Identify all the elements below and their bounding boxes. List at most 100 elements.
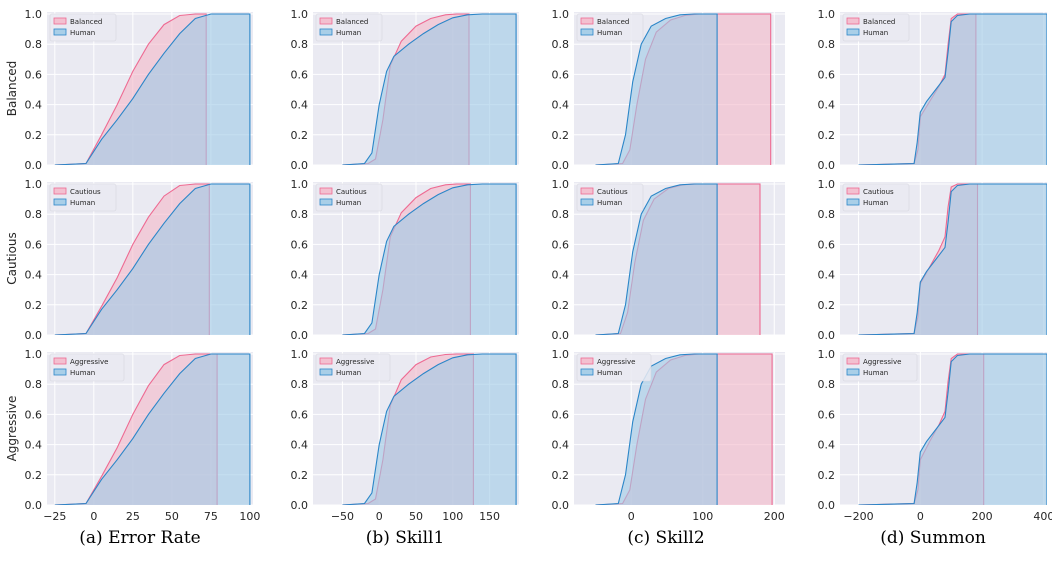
series-line-human bbox=[595, 13, 718, 165]
ytick-label: 0.0 bbox=[291, 329, 309, 342]
ytick-label: 0.0 bbox=[552, 499, 570, 512]
legend-swatch-balanced bbox=[53, 17, 67, 25]
legend-swatch-human bbox=[846, 28, 860, 36]
ytick-label: 1.0 bbox=[818, 8, 836, 21]
series-area-human bbox=[595, 14, 718, 165]
legend-label-balanced: Balanced bbox=[597, 18, 629, 26]
ytick-label: 0.6 bbox=[291, 238, 309, 251]
legend-box bbox=[576, 353, 652, 382]
xtick-label: 200 bbox=[764, 510, 785, 523]
legend-label-human: Human bbox=[336, 29, 361, 37]
legend-label-cautious: Cautious bbox=[70, 188, 101, 196]
ytick-label: 0.8 bbox=[291, 378, 309, 391]
series-line-human bbox=[342, 13, 517, 165]
ytick-label: 0.6 bbox=[291, 408, 309, 421]
ytick-label: 1.0 bbox=[25, 178, 43, 191]
ytick-label: 0.6 bbox=[818, 408, 836, 421]
series-group bbox=[595, 13, 772, 165]
ytick-label: 0.0 bbox=[25, 499, 43, 512]
ytick-label: 0.2 bbox=[25, 299, 43, 312]
legend-label-cautious: Cautious bbox=[597, 188, 628, 196]
ytick-label: 0.4 bbox=[291, 269, 309, 282]
ytick-label: 0.4 bbox=[818, 439, 836, 452]
legend-swatch-cautious bbox=[53, 187, 67, 195]
legend-box bbox=[49, 183, 117, 212]
legend-swatch-aggressive bbox=[319, 357, 333, 365]
ytick-label: 0.4 bbox=[552, 269, 570, 282]
xtick-label: 400 bbox=[1033, 510, 1052, 523]
series-line-balanced bbox=[54, 13, 207, 165]
series-line-human bbox=[858, 183, 1047, 335]
legend-label-aggressive: Aggressive bbox=[597, 358, 635, 366]
legend-label-cautious: Cautious bbox=[863, 188, 894, 196]
ytick-label: 0.4 bbox=[552, 99, 570, 112]
xtick-label: 0 bbox=[628, 510, 635, 523]
series-line-human bbox=[858, 13, 1047, 165]
ytick-label: 0.4 bbox=[25, 269, 43, 282]
series-area-human bbox=[342, 14, 517, 165]
y-axis-label: Aggressive bbox=[5, 396, 19, 462]
panel-cautious-skill1: 0.0 0.2 0.4 0.6 0.8 1.0 Cautious Human bbox=[291, 178, 519, 342]
ytick-label: 0.2 bbox=[552, 469, 570, 482]
legend: Cautious Human bbox=[842, 183, 910, 212]
series-line-human bbox=[858, 353, 1047, 505]
legend: Aggressive Human bbox=[576, 353, 652, 382]
series-area-human bbox=[54, 354, 250, 505]
series-area-human bbox=[595, 184, 718, 335]
ytick-label: 0.6 bbox=[818, 68, 836, 81]
legend-label-human: Human bbox=[70, 29, 95, 37]
legend-swatch-human bbox=[53, 28, 67, 36]
legend: Aggressive Human bbox=[315, 353, 391, 382]
ytick-label: 0.8 bbox=[552, 378, 570, 391]
ytick-label: 0.4 bbox=[25, 99, 43, 112]
series-area-human bbox=[54, 14, 250, 165]
ytick-label: 1.0 bbox=[291, 8, 309, 21]
legend-box bbox=[315, 353, 391, 382]
legend-box bbox=[842, 353, 918, 382]
series-group bbox=[342, 183, 517, 335]
legend-swatch-balanced bbox=[846, 17, 860, 25]
series-area-human bbox=[595, 354, 718, 505]
legend: Balanced Human bbox=[842, 13, 910, 42]
xtick-label: 0 bbox=[917, 510, 924, 523]
series-area-human bbox=[858, 14, 1047, 165]
xtick-label: −200 bbox=[843, 510, 873, 523]
series-line-human bbox=[54, 183, 251, 335]
legend-swatch-human bbox=[580, 28, 594, 36]
panel-balanced-skill2: 0.0 0.2 0.4 0.6 0.8 1.0 Balanced Human bbox=[552, 8, 785, 172]
legend-label-human: Human bbox=[597, 29, 622, 37]
xtick-label: 25 bbox=[126, 510, 140, 523]
ytick-label: 0.8 bbox=[818, 208, 836, 221]
legend-label-aggressive: Aggressive bbox=[863, 358, 901, 366]
legend-label-cautious: Cautious bbox=[336, 188, 367, 196]
series-area-human bbox=[342, 354, 517, 505]
legend-swatch-cautious bbox=[846, 187, 860, 195]
xtick-label: 0 bbox=[90, 510, 97, 523]
legend-label-human: Human bbox=[863, 199, 888, 207]
legend-label-human: Human bbox=[336, 369, 361, 377]
ytick-label: 0.0 bbox=[552, 329, 570, 342]
ytick-label: 0.4 bbox=[818, 99, 836, 112]
legend-label-human: Human bbox=[70, 369, 95, 377]
series-line-human bbox=[342, 183, 517, 335]
xtick-label: 100 bbox=[239, 510, 260, 523]
ytick-label: 0.2 bbox=[291, 299, 309, 312]
series-line-human bbox=[342, 353, 517, 505]
series-line-aggressive bbox=[54, 353, 218, 505]
panel-balanced-skill1: 0.0 0.2 0.4 0.6 0.8 1.0 Balanced Human bbox=[291, 8, 519, 172]
xtick-label: 0 bbox=[376, 510, 383, 523]
legend-swatch-cautious bbox=[319, 187, 333, 195]
ytick-label: 0.6 bbox=[552, 238, 570, 251]
ytick-label: 0.4 bbox=[291, 439, 309, 452]
legend-label-human: Human bbox=[597, 369, 622, 377]
legend-label-human: Human bbox=[863, 369, 888, 377]
legend-swatch-human bbox=[53, 198, 67, 206]
series-area-human bbox=[342, 184, 517, 335]
ytick-label: 1.0 bbox=[552, 178, 570, 191]
legend-swatch-cautious bbox=[580, 187, 594, 195]
ytick-label: 1.0 bbox=[818, 178, 836, 191]
legend-label-aggressive: Aggressive bbox=[70, 358, 108, 366]
xtick-label: −50 bbox=[331, 510, 354, 523]
caption-error-rate: (a) Error Rate bbox=[79, 528, 201, 548]
ytick-label: 1.0 bbox=[25, 8, 43, 21]
